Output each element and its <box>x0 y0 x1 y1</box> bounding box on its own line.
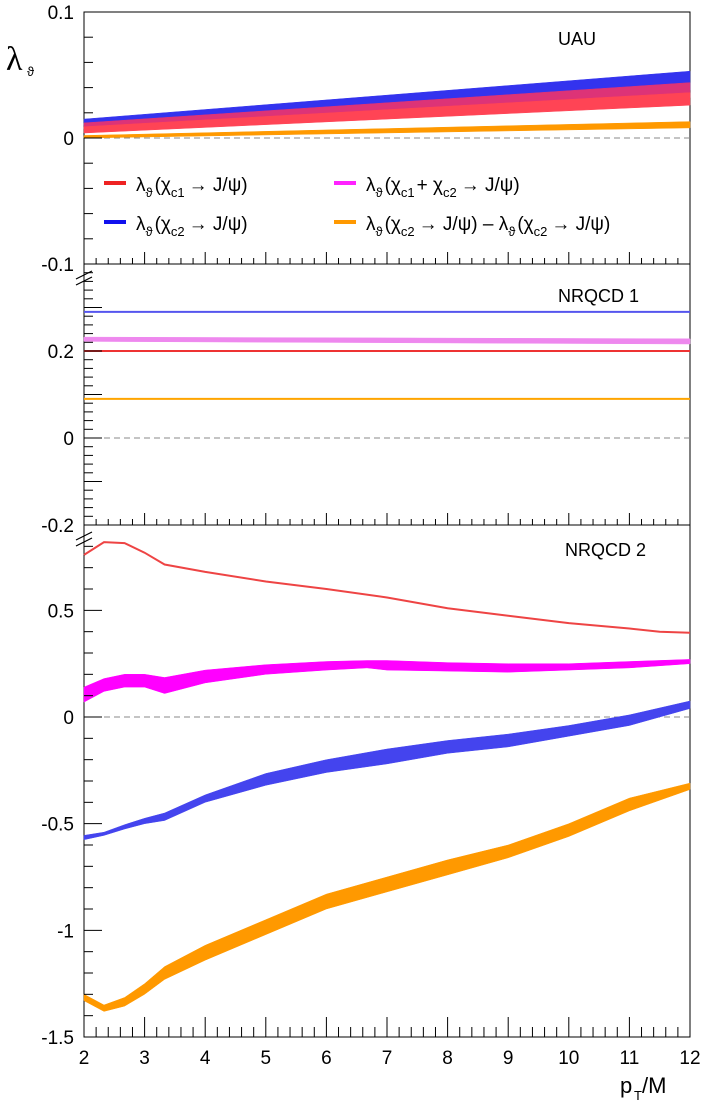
ytick-label-nrqcd2: 0.5 <box>48 601 74 622</box>
y-axis-label: λ <box>6 41 23 78</box>
xtick-label: 8 <box>442 1048 453 1069</box>
svg-text:/M: /M <box>642 1073 666 1098</box>
ytick-label-uau: -0.1 <box>41 255 74 276</box>
svg-text:T: T <box>634 1088 642 1103</box>
svg-text:λϑ(χc2→ J/ψ) – λϑ(χc2→ J/ψ): λϑ (χc2 → J/ψ) – λϑ (χc2 → J/ψ) <box>366 214 610 239</box>
uau-series-c1-j-2-band <box>83 92 691 134</box>
nrqcd2-series-c2-j-2-band <box>83 700 691 841</box>
ytick-label-uau: 0.1 <box>48 3 74 24</box>
ytick-label-uau: 0 <box>63 129 74 150</box>
xtick-label: 6 <box>321 1048 332 1069</box>
xtick-label: 12 <box>679 1048 700 1069</box>
ytick-label-nrqcd1: -0.2 <box>41 516 74 537</box>
uau-series-c2-j-c1-j-3-band <box>83 121 691 139</box>
legend-swatch-diff <box>334 220 356 224</box>
ytick-label-nrqcd2: -1.5 <box>41 1028 74 1049</box>
axis-break-2 <box>75 531 93 547</box>
x-axis-label: p T /M <box>620 1073 666 1103</box>
xtick-label: 9 <box>503 1048 514 1069</box>
y-axis-label-sub: ϑ <box>27 64 35 79</box>
legend-swatch-sum <box>334 181 356 185</box>
xtick-label: 7 <box>382 1048 393 1069</box>
panel-label-nrqcd1: NRQCD 1 <box>558 286 639 306</box>
svg-text:λϑ(χc2→ J/ψ): λϑ (χc2 → J/ψ) <box>136 214 248 239</box>
legend-entry-chic1: λϑ (χc1 → J/ψ) <box>104 175 248 200</box>
xtick-label: 11 <box>620 1048 640 1069</box>
xtick-label: 10 <box>558 1048 579 1069</box>
nrqcd2-series-c1-j-0-line <box>83 541 691 634</box>
ytick-label-nrqcd2: -1 <box>57 921 74 942</box>
ytick-label-nrqcd1: 0 <box>63 429 74 450</box>
legend-entry-diff: λϑ (χc2 → J/ψ) – λϑ (χc2 → J/ψ) <box>334 214 610 239</box>
panel-label-uau: UAU <box>558 29 596 49</box>
ytick-label-nrqcd2: -0.5 <box>41 815 74 836</box>
xtick-label: 2 <box>79 1048 90 1069</box>
nrqcd1-series-c1-c2-j-1-band <box>83 336 691 345</box>
legend-swatch-chic2 <box>104 220 126 224</box>
legend-entry-chic2: λϑ (χc2 → J/ψ) <box>104 214 248 239</box>
panel-nrqcd2-frame <box>83 524 691 1038</box>
svg-text:λϑ(χc1→ J/ψ): λϑ (χc1 → J/ψ) <box>136 175 248 200</box>
legend-entry-sum: λϑ (χc1 + χc2 → J/ψ) <box>334 175 520 200</box>
legend-swatch-chic1 <box>104 181 126 185</box>
nrqcd2-series-c2-j-c1-j-3-band <box>83 782 691 1012</box>
legend: λϑ (χc1 → J/ψ) λϑ (χc2 → J/ψ) λϑ (χc1 + χc2 → J… <box>104 175 610 239</box>
panel-label-nrqcd2: NRQCD 2 <box>565 540 646 560</box>
svg-text:λϑ(χc1+ χc2→ J/ψ): λϑ (χc1 + χc2 → J/ψ) <box>366 175 520 200</box>
svg-text:p: p <box>620 1073 632 1098</box>
ytick-label-nrqcd1: 0.2 <box>48 342 74 363</box>
xtick-label: 3 <box>139 1048 150 1069</box>
ytick-label-nrqcd2: 0 <box>63 708 74 729</box>
xtick-label: 4 <box>200 1048 211 1069</box>
nrqcd2-series-c1-c2-j-1-band <box>83 659 691 703</box>
xtick-label: 5 <box>261 1048 272 1069</box>
axis-break-1 <box>75 270 93 286</box>
